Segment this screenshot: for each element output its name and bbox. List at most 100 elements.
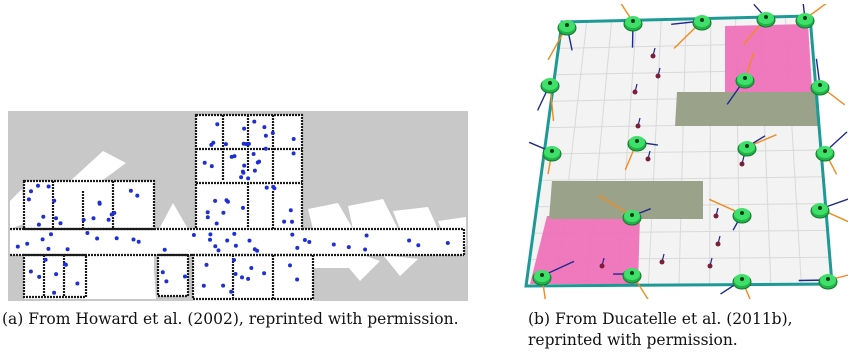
small-robot-icon <box>739 155 745 167</box>
robot-dot <box>54 272 59 277</box>
robot-dot <box>242 126 247 131</box>
robot-dot <box>244 142 249 146</box>
arena-simulation-figure <box>520 4 848 299</box>
robot-dot <box>211 140 216 145</box>
robot-dot <box>106 217 111 222</box>
robot-dot <box>246 276 251 281</box>
robot-dot <box>40 237 45 242</box>
map-walls <box>10 113 466 301</box>
robot-dot <box>241 205 245 210</box>
robot-dot <box>246 176 251 181</box>
robot-dot <box>46 184 51 189</box>
robot-dot <box>213 198 218 203</box>
robot-dot <box>131 237 136 242</box>
robot-dot <box>28 269 33 274</box>
robot-dot <box>242 163 247 168</box>
robot-icon <box>532 270 552 286</box>
robot-dot <box>263 133 268 138</box>
robot-dot <box>160 270 165 275</box>
robot-dot <box>224 198 229 203</box>
robot-icon <box>623 16 643 32</box>
robot-dot <box>81 217 86 222</box>
robot-dot <box>205 215 210 220</box>
robot-dot <box>295 245 300 250</box>
small-robot-icon <box>659 253 665 265</box>
robot-dot <box>213 244 218 249</box>
robot-icon <box>622 268 642 284</box>
robot-dot <box>162 247 167 252</box>
robot-dot <box>364 233 369 238</box>
robot-dot <box>43 257 48 262</box>
robot-dot <box>302 238 307 242</box>
robot-dot <box>223 142 228 147</box>
caption-b: (b) From Ducatelle et al. (2011b), repri… <box>528 310 793 349</box>
robot-dot <box>58 221 63 226</box>
robot-dot <box>49 232 53 237</box>
robot-dot <box>136 239 141 244</box>
robot-dot <box>262 271 267 276</box>
small-robot-icon <box>650 47 656 59</box>
robot-dot <box>233 272 238 276</box>
robot-dot <box>208 237 212 242</box>
robot-dot <box>135 193 140 198</box>
robot-dot <box>205 210 210 215</box>
robot-dot <box>290 219 294 224</box>
robot-dot <box>36 183 40 188</box>
robot-dot <box>416 243 421 248</box>
robot-dot <box>239 175 244 180</box>
robot-dot <box>240 275 244 280</box>
robot-icon <box>542 146 562 162</box>
robot-dot <box>229 154 234 159</box>
robot-dot <box>249 266 254 270</box>
robot-dot <box>46 246 51 251</box>
robot-dot <box>264 185 269 190</box>
robot-dot <box>252 119 257 124</box>
robot-dot <box>112 210 117 215</box>
robot-icon <box>756 12 776 28</box>
robot-dot <box>54 216 58 221</box>
robot-dot <box>251 152 256 156</box>
robot-dot <box>15 244 20 249</box>
robot-dot <box>240 169 245 174</box>
robot-dot <box>26 197 31 202</box>
robot-dot <box>257 159 262 164</box>
robot-dot <box>191 233 196 237</box>
robot-dot <box>221 283 226 288</box>
robot-icon <box>815 146 835 162</box>
robot-dot <box>95 236 100 241</box>
small-robot-icon <box>707 257 713 269</box>
robot-dot <box>232 231 237 236</box>
arena-simulation <box>524 4 848 299</box>
robot-dot <box>331 242 336 247</box>
robot-dot <box>63 262 68 267</box>
robot-dot <box>255 248 260 253</box>
robot-icon <box>818 274 838 290</box>
small-robot-icon <box>632 83 638 95</box>
robot-dot <box>52 290 57 295</box>
robot-icon <box>627 136 647 152</box>
robot-dot <box>252 168 257 173</box>
robot-dot <box>288 263 292 268</box>
caption-a: (a) From Howard et al. (2002), reprinted… <box>2 310 459 328</box>
target-area-bottom-left <box>530 216 640 284</box>
occupancy-map-figure <box>8 111 468 301</box>
robot-icon <box>732 208 752 224</box>
robot-dot <box>262 125 267 130</box>
robot-dot <box>85 231 90 235</box>
small-robot-icon <box>713 207 719 219</box>
robot-dot <box>445 241 450 245</box>
robot-icon <box>795 13 815 29</box>
robot-icon <box>737 141 757 157</box>
robot-dot <box>291 151 296 156</box>
robot-dot <box>183 274 187 279</box>
robot-dot <box>346 245 351 250</box>
obstacle-bottom <box>549 181 703 219</box>
robot-dot <box>201 283 206 288</box>
small-robot-icon <box>599 257 605 269</box>
robot-dot <box>291 137 296 141</box>
robot-positions <box>15 119 450 295</box>
small-robot-icon <box>645 150 651 162</box>
robot-dot <box>229 289 234 294</box>
robot-dot <box>295 277 300 282</box>
robot-icon <box>557 20 577 36</box>
